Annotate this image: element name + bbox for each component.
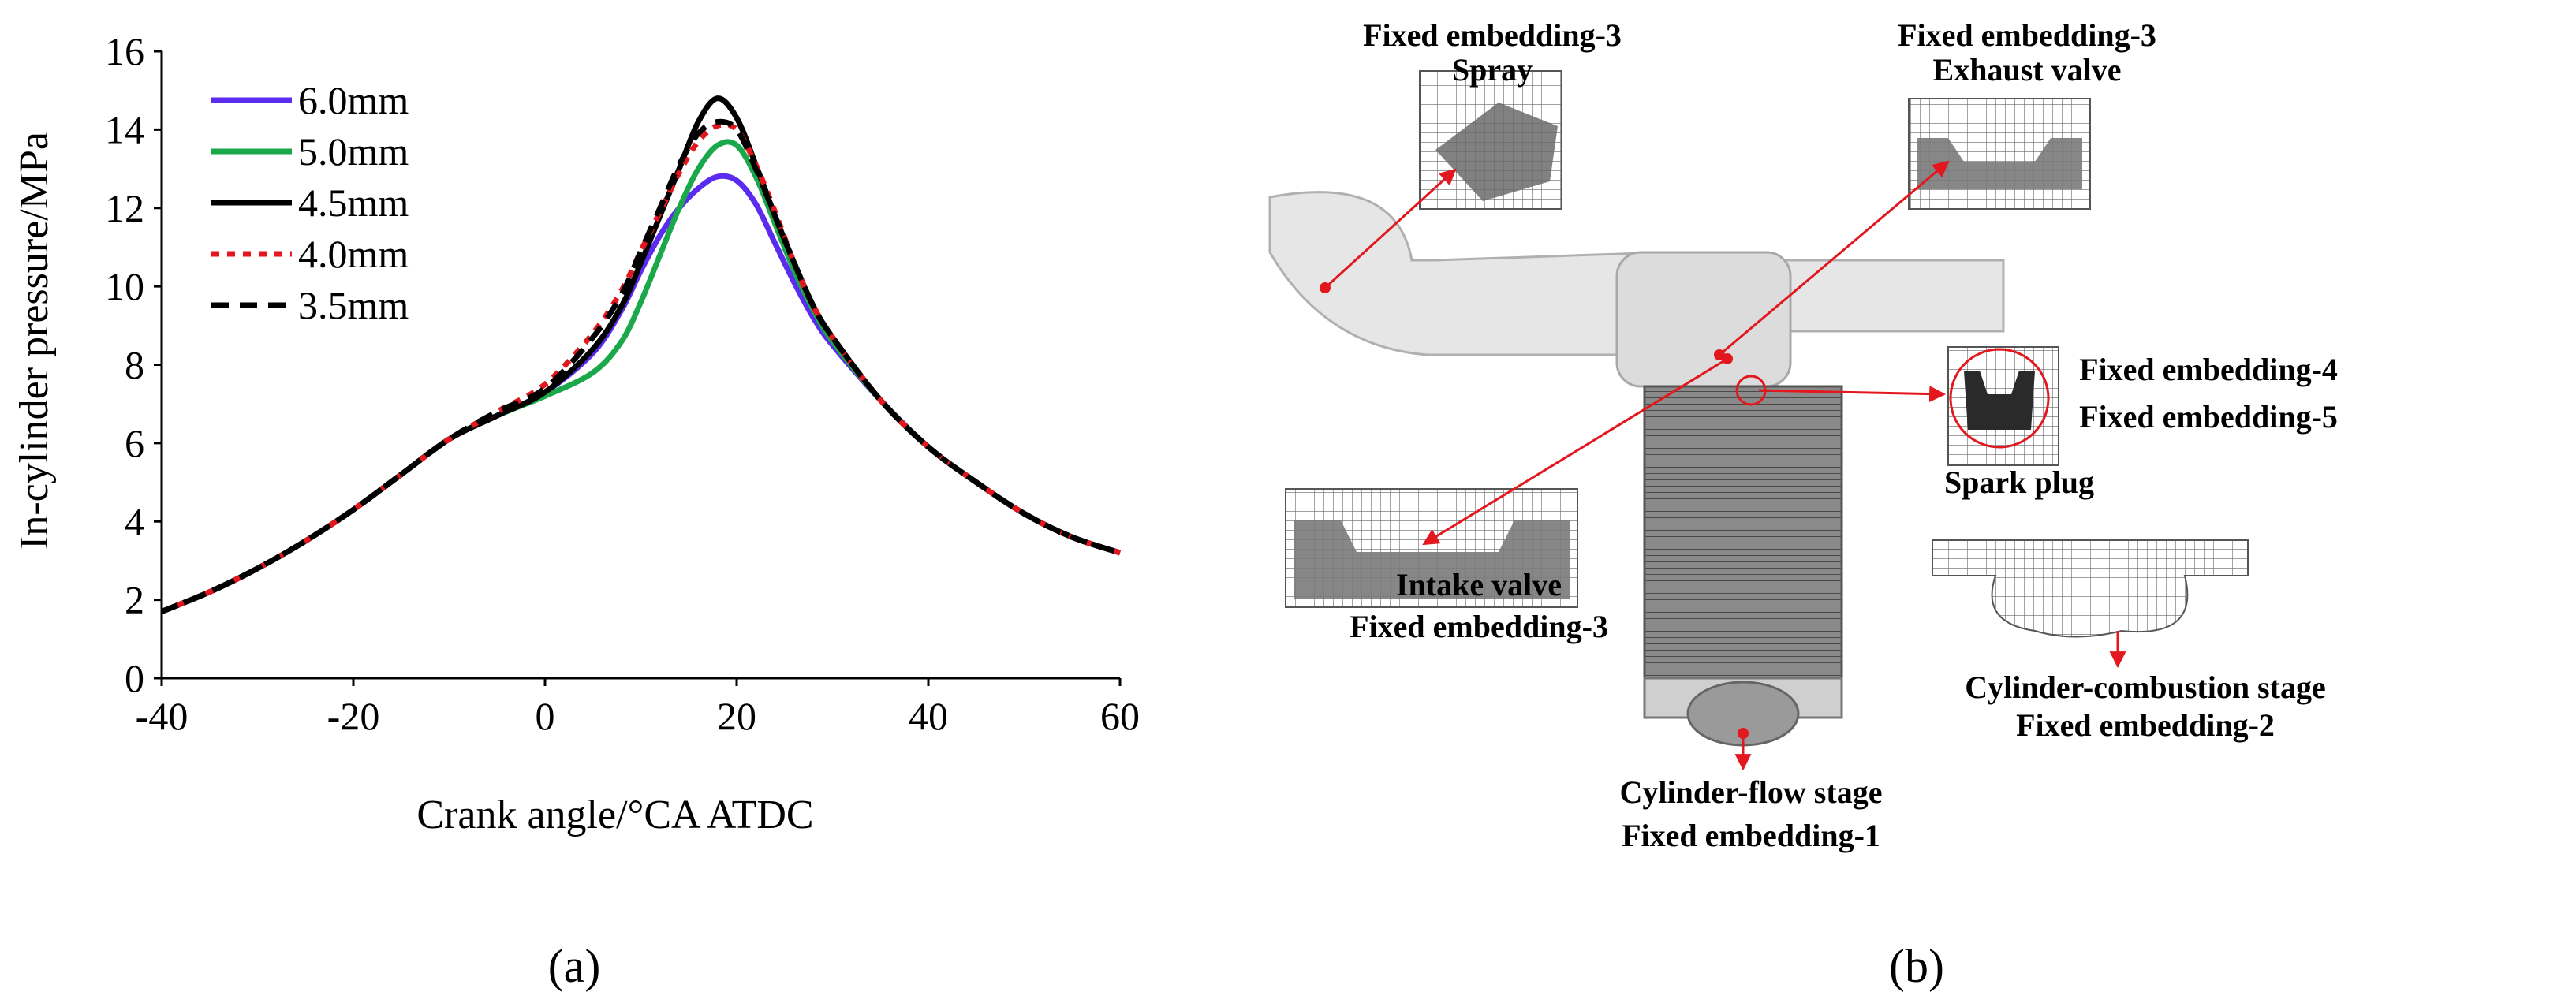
label-fe5: Fixed embedding-5 [2079, 399, 2338, 435]
x-axis-label: Crank angle/°CA ATDC [416, 793, 813, 837]
label-spray-fe: Fixed embedding-3 [1363, 17, 1622, 53]
y-axis-ticks: 0 2 4 6 8 10 12 14 16 [105, 29, 162, 700]
legend-label: 3.5mm [298, 283, 409, 327]
head-ports [1615, 251, 1792, 388]
intake-valve-shape [1294, 520, 1570, 599]
label-flow-fe: Fixed embedding-1 [1622, 818, 1880, 853]
mesh-diagram: Fixed embedding-3 Spray Fixed embedding-… [1268, 17, 2338, 992]
y-tick-label: 12 [105, 186, 144, 230]
y-tick-label: 2 [125, 578, 144, 622]
x-tick-label: 60 [1100, 694, 1140, 738]
label-spark-plug: Spark plug [1944, 464, 2094, 500]
exhaust-valve-shape [1917, 138, 2082, 189]
series-line-3.5mm [160, 118, 1122, 614]
y-tick-label: 6 [125, 421, 144, 465]
legend-label: 4.5mm [298, 181, 409, 225]
combustion-chamber-mesh [1932, 539, 2249, 638]
y-tick-label: 16 [105, 29, 144, 73]
series-layer [160, 95, 1122, 614]
intake-pipe [1268, 191, 1666, 356]
y-tick-label: 10 [105, 264, 144, 308]
label-exhaust-fe: Fixed embedding-3 [1898, 17, 2156, 53]
label-flow-stage: Cylinder-flow stage [1620, 774, 1883, 810]
leader-lines [1323, 160, 2126, 771]
label-spray: Spray [1452, 52, 1533, 88]
x-tick-label: -20 [327, 694, 380, 738]
spray-cone [1435, 103, 1558, 201]
spark-plug-electrode [1964, 371, 2035, 430]
y-tick-label: 0 [125, 656, 144, 700]
pressure-chart: 0 2 4 6 8 10 12 14 16 -40 -20 0 20 40 60 6.0mm 5.0mm 4.… [12, 29, 1140, 992]
y-tick-label: 4 [125, 499, 144, 543]
label-intake-valve: Intake valve [1396, 567, 1562, 602]
y-tick-label: 8 [125, 343, 144, 387]
x-tick-label: 20 [717, 694, 756, 738]
series-line-4.5mm [160, 95, 1122, 614]
x-tick-label: 40 [909, 694, 948, 738]
label-combustion-stage: Cylinder-combustion stage [1965, 669, 2325, 705]
label-combustion-fe: Fixed embedding-2 [2016, 707, 2275, 743]
legend-label: 4.0mm [298, 232, 409, 276]
caption-b: (b) [1889, 940, 1944, 992]
legend: 6.0mm 5.0mm 4.5mm 4.0mm 3.5mm [211, 78, 409, 327]
spark-plug-zoom [1949, 348, 2050, 449]
cylinder [1643, 385, 1843, 680]
legend-label: 5.0mm [298, 129, 409, 173]
label-fe4: Fixed embedding-4 [2079, 352, 2338, 387]
y-axis-label: In-cylinder pressure/MPa [12, 132, 57, 550]
leader-dots [1320, 282, 1749, 739]
label-exhaust-valve: Exhaust valve [1933, 52, 2122, 88]
legend-label: 6.0mm [298, 78, 409, 122]
x-tick-label: 0 [536, 694, 555, 738]
x-tick-label: -40 [136, 694, 189, 738]
caption-a: (a) [548, 940, 601, 992]
x-axis-ticks: -40 -20 0 20 40 60 [136, 678, 1140, 738]
y-tick-label: 14 [105, 107, 144, 151]
label-intake-fe: Fixed embedding-3 [1350, 609, 1608, 644]
